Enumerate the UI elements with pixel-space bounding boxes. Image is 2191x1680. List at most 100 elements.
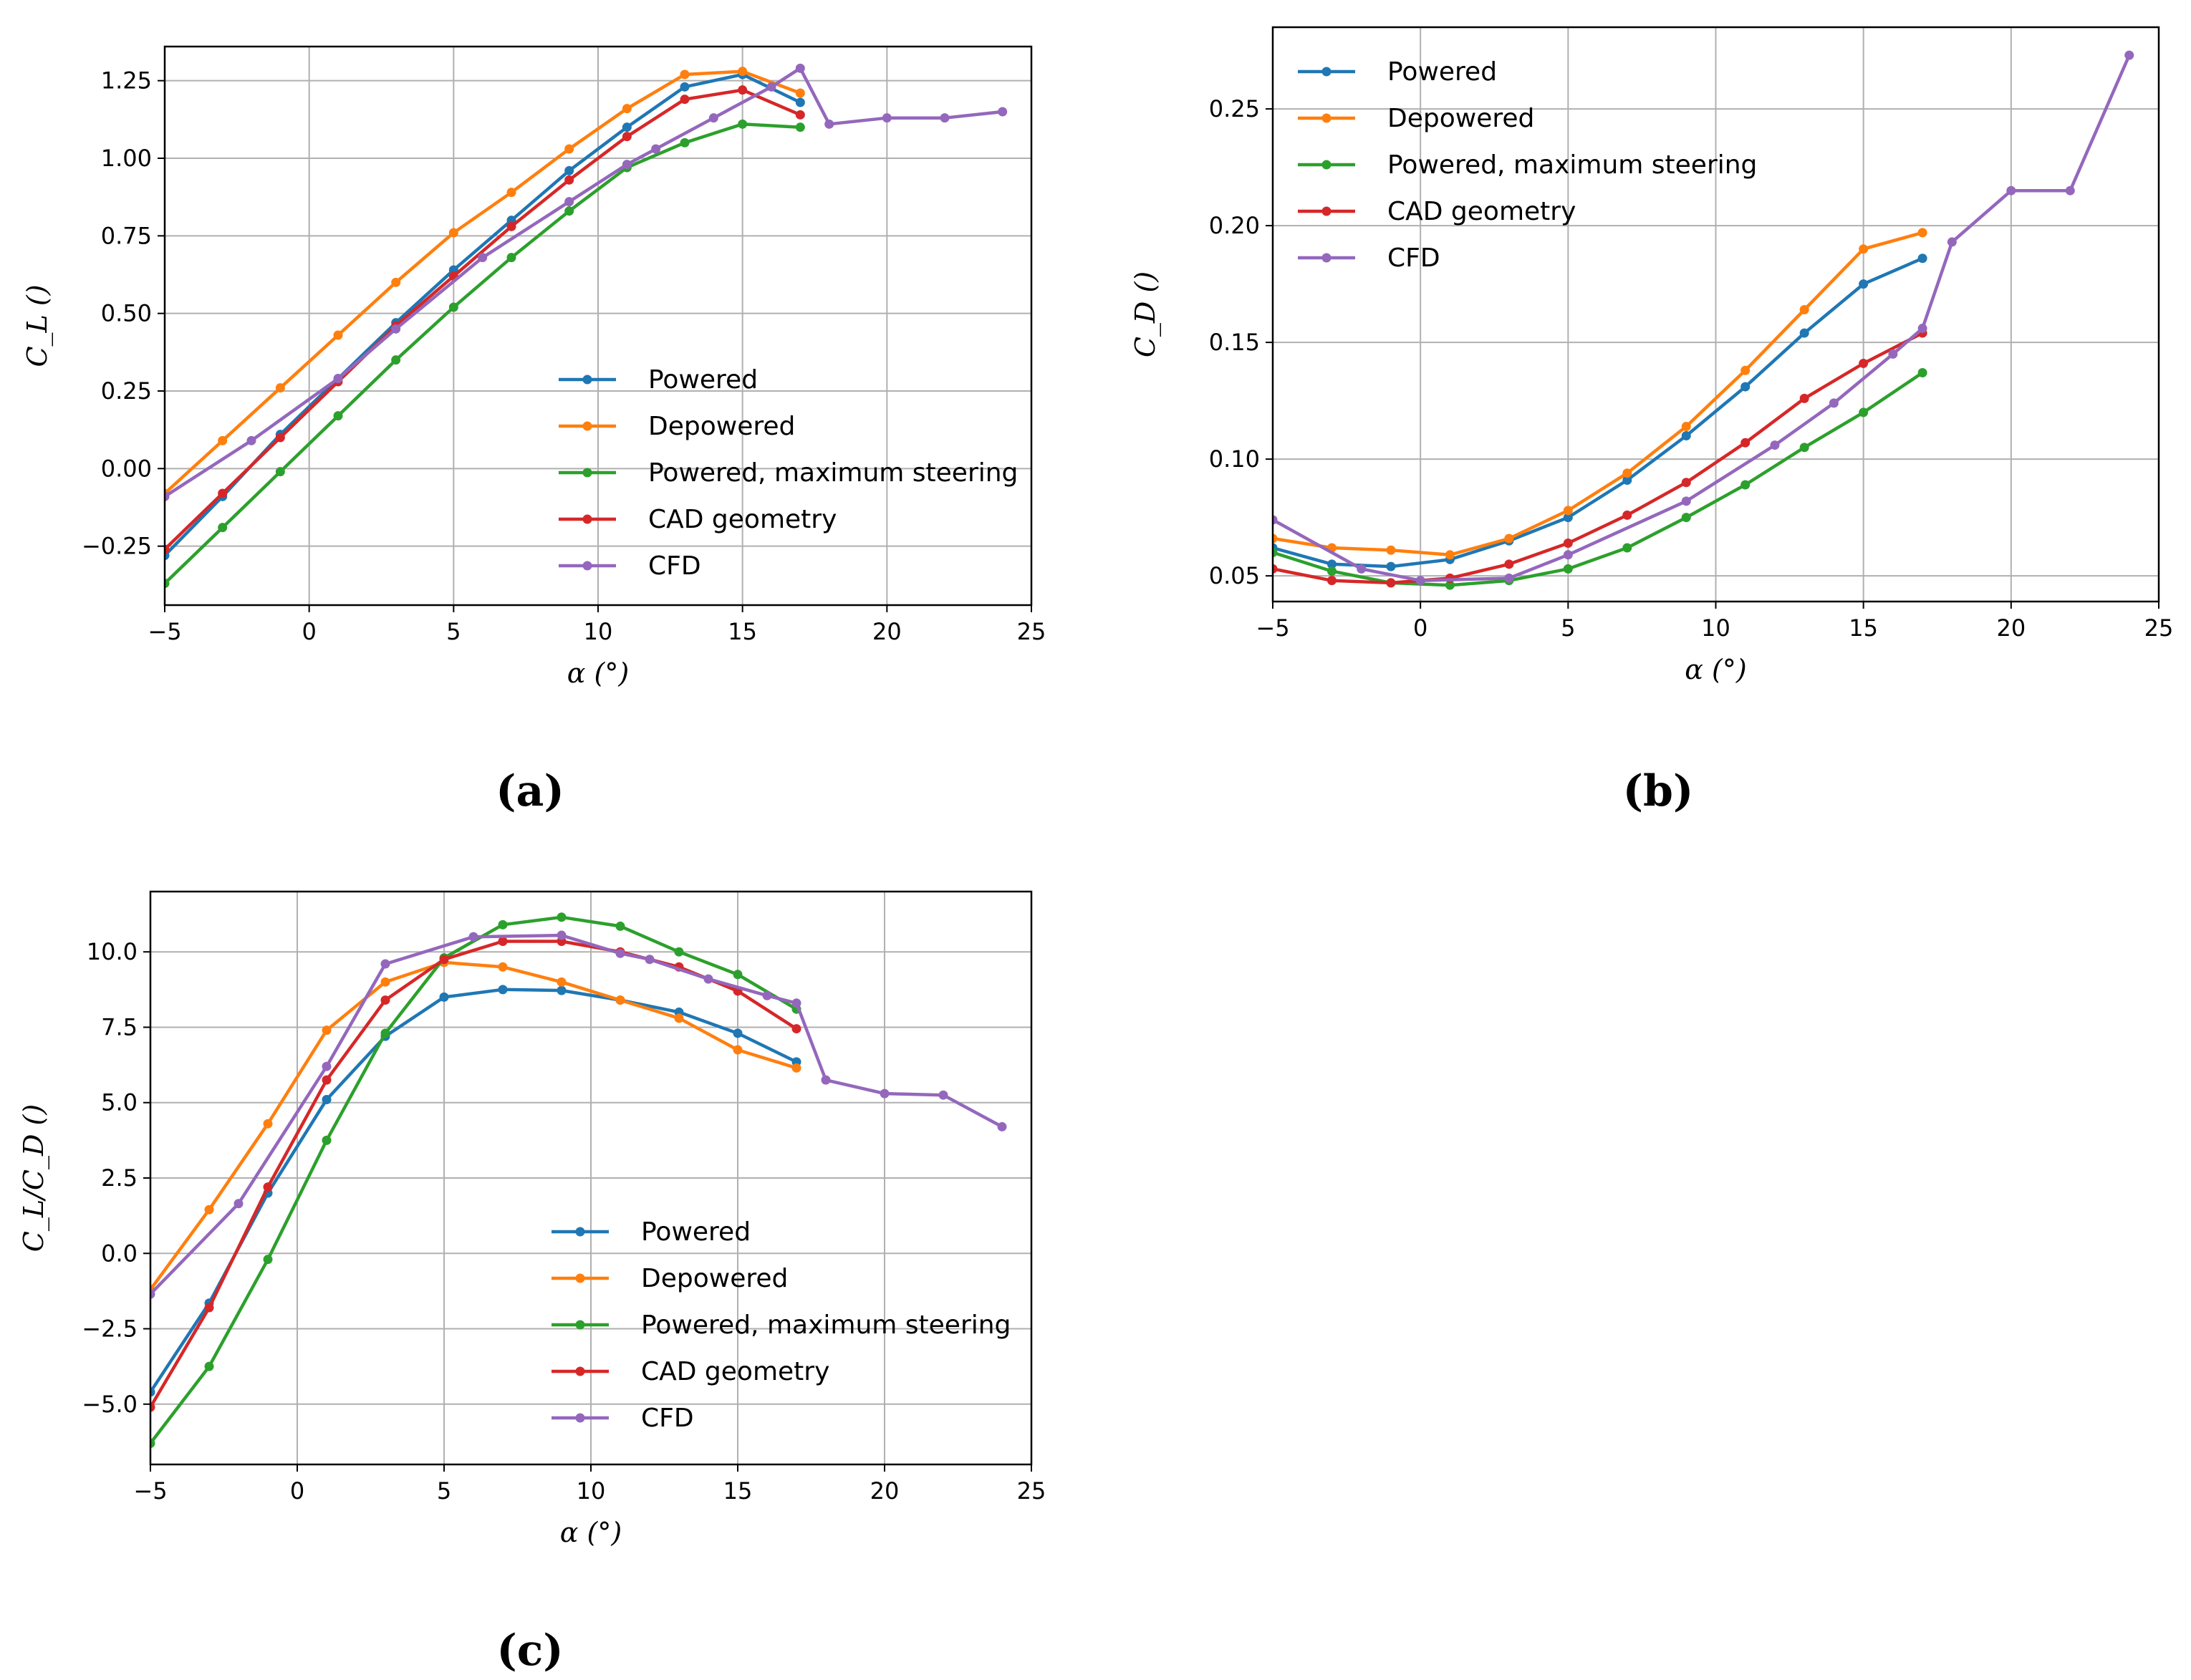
data-point-cfd (246, 435, 256, 445)
x-axis-label: α (°) (1685, 654, 1746, 685)
data-point-cfd (824, 119, 834, 129)
data-point-depowered (506, 188, 516, 198)
y-axis-label: C_D () (1130, 271, 1162, 357)
data-point-powered (557, 985, 567, 995)
data-point-powered-maximum-steering (1681, 513, 1691, 523)
data-point-depowered (680, 69, 690, 79)
x-axis-label: α (°) (560, 1517, 622, 1548)
data-point-cfd (651, 144, 661, 154)
data-point-cfd (1415, 576, 1425, 586)
data-point-cfd (880, 1088, 890, 1099)
data-point-powered (733, 1028, 743, 1038)
series-line-depowered (1273, 231, 1923, 557)
y-tick-label: 0.20 (1209, 212, 1260, 239)
data-point-depowered (795, 88, 805, 98)
data-point-depowered (674, 1013, 684, 1023)
series-line-depowered (165, 69, 801, 495)
data-point-powered (150, 1387, 155, 1397)
series-line-cfd (165, 67, 1003, 498)
data-point-cfd (478, 253, 488, 263)
y-tick-label: 7.5 (101, 1013, 138, 1041)
legend: Powered Depowered Powered, maximum steerin… (1298, 57, 1757, 273)
series-line-powered-maximum-steering (1273, 371, 1924, 587)
x-tick-label: 0 (302, 618, 316, 645)
data-point-depowered (380, 977, 390, 987)
data-point-powered-maximum-steering (275, 467, 285, 477)
data-point-cad-geometry (564, 175, 574, 185)
data-point-depowered (275, 383, 285, 393)
legend-label-powered: Powered (1387, 57, 1497, 87)
data-point-cad-geometry (498, 936, 508, 946)
data-point-depowered (1740, 365, 1751, 375)
y-tick-label: 0.15 (1209, 329, 1260, 356)
legend-marker-powered (582, 375, 592, 385)
data-point-powered-maximum-steering (1445, 580, 1455, 590)
data-point-depowered (1273, 534, 1278, 544)
axes-frame (163, 45, 1033, 607)
data-point-cfd (703, 974, 713, 984)
data-point-powered (439, 992, 449, 1002)
data-point-powered-maximum-steering (506, 253, 516, 263)
data-point-depowered (1445, 550, 1455, 560)
data-point-powered-maximum-steering (615, 921, 625, 931)
axes-frame (1271, 26, 2160, 603)
x-tick-label: 10 (577, 1477, 606, 1505)
data-point-depowered (1859, 244, 1869, 254)
legend-label-cad-geometry: CAD geometry (641, 1357, 829, 1386)
data-point-powered-maximum-steering (1799, 443, 1809, 453)
data-point-cad-geometry (150, 1402, 155, 1412)
data-point-powered-maximum-steering (680, 137, 690, 148)
x-tick-label: 0 (1413, 614, 1427, 642)
data-point-cfd (322, 1061, 332, 1071)
data-point-powered-maximum-steering (795, 122, 805, 132)
data-point-powered (498, 985, 508, 995)
data-point-cad-geometry (439, 955, 449, 965)
data-point-cad-geometry (1740, 438, 1751, 448)
data-point-cad-geometry (380, 995, 390, 1005)
data-point-cad-geometry (1859, 358, 1869, 368)
x-tick-label: 5 (1561, 614, 1575, 642)
data-point-cfd (1504, 573, 1514, 583)
data-point-cfd (1273, 515, 1278, 525)
legend-label-cfd: CFD (641, 1404, 694, 1433)
series-group (150, 912, 1007, 1449)
series-line-cad-geometry (1273, 332, 1924, 585)
data-point-powered-maximum-steering (165, 579, 170, 589)
data-point-cfd (708, 113, 718, 123)
data-point-powered-maximum-steering (204, 1361, 214, 1371)
x-tick-label: 25 (1017, 1477, 1046, 1505)
x-tick-label: 20 (872, 618, 902, 645)
x-tick-label: 15 (1849, 614, 1878, 642)
data-point-depowered (1681, 421, 1691, 431)
x-axis-label: α (°) (567, 657, 629, 689)
data-point-depowered (263, 1119, 273, 1129)
x-tick-label: 5 (437, 1477, 451, 1505)
data-point-cfd (1770, 440, 1780, 450)
series-line-powered-maximum-steering (165, 122, 801, 585)
data-point-powered (1681, 431, 1691, 441)
y-tick-label: −2.5 (82, 1315, 138, 1343)
series-line-cad-geometry (165, 88, 801, 551)
data-point-powered (1386, 561, 1396, 571)
y-tick-label: 0.0 (101, 1240, 138, 1267)
legend-label-powered-maximum-steering: Powered, maximum steering (648, 458, 1018, 488)
x-tick-label: 10 (584, 618, 613, 645)
data-point-cfd (391, 324, 401, 334)
panel-caption: (b) (1623, 766, 1694, 816)
data-point-depowered (204, 1205, 214, 1215)
series-line-powered (150, 988, 797, 1394)
data-point-powered (622, 122, 632, 132)
y-tick-label: 10.0 (87, 938, 138, 965)
data-point-powered (680, 82, 690, 92)
y-tick-label: 0.25 (1209, 95, 1260, 122)
data-point-powered (1917, 254, 1927, 264)
data-point-depowered (1799, 304, 1809, 314)
data-point-powered-maximum-steering (333, 411, 343, 421)
data-point-powered-maximum-steering (1622, 543, 1632, 553)
x-tick-label: 0 (290, 1477, 304, 1505)
data-point-depowered (498, 962, 508, 972)
legend-label-cfd: CFD (648, 551, 701, 581)
data-point-cad-geometry (1799, 393, 1809, 403)
data-point-powered (795, 97, 805, 107)
